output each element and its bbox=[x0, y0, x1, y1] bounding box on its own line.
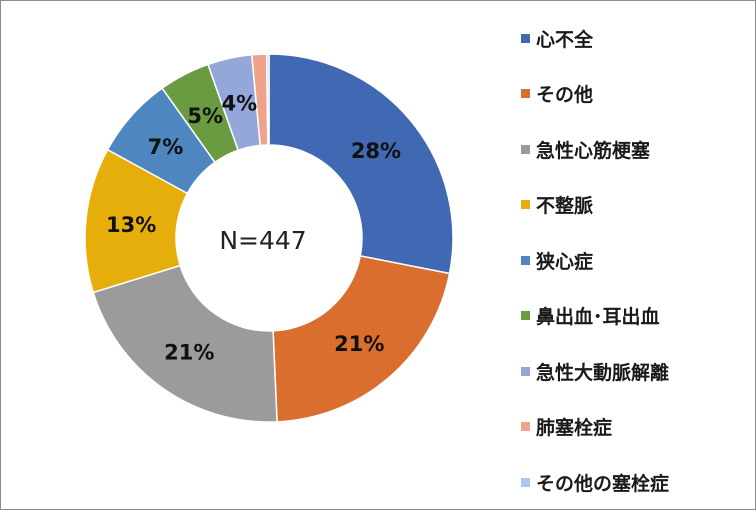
legend-label: 急性大動脈解離 bbox=[536, 361, 670, 384]
legend-label: 鼻出血･耳出血 bbox=[536, 306, 660, 328]
slice-data-label: 21% bbox=[334, 332, 384, 356]
legend-item: 心不全 bbox=[521, 25, 593, 51]
legend-label: その他 bbox=[536, 84, 594, 106]
legend-item: 急性心筋梗塞 bbox=[521, 136, 650, 162]
slice-data-label: 28% bbox=[351, 139, 401, 163]
legend-item: 不整脈 bbox=[521, 192, 593, 218]
legend-label: 心不全 bbox=[536, 28, 594, 51]
donut-slice bbox=[265, 53, 270, 146]
legend-swatch bbox=[521, 89, 530, 98]
legend-item: その他 bbox=[521, 81, 593, 107]
center-label: N=447 bbox=[219, 226, 306, 255]
legend-label: 狭心症 bbox=[536, 250, 594, 273]
legend-swatch bbox=[521, 255, 530, 265]
legend-swatch bbox=[521, 422, 530, 431]
slice-data-label: 4% bbox=[222, 92, 258, 116]
legend-label: 急性心筋梗塞 bbox=[536, 139, 651, 162]
slice-data-label: 13% bbox=[106, 213, 156, 237]
slice-data-label: 21% bbox=[164, 340, 214, 364]
legend-item: その他の塞栓症 bbox=[521, 469, 669, 495]
slice-data-label: 5% bbox=[187, 104, 223, 128]
legend-item: 急性大動脈解離 bbox=[521, 358, 669, 384]
legend-swatch bbox=[521, 33, 530, 43]
legend-label: 肺塞栓症 bbox=[536, 417, 613, 439]
donut-slice bbox=[272, 255, 451, 423]
donut-slice bbox=[92, 264, 278, 423]
legend-swatch bbox=[521, 311, 530, 320]
legend-swatch bbox=[521, 477, 530, 487]
legend-item: 肺塞栓症 bbox=[521, 414, 612, 440]
legend-swatch bbox=[521, 144, 530, 154]
donut-slice bbox=[268, 53, 454, 275]
legend-swatch bbox=[521, 200, 530, 209]
legend-item: 狭心症 bbox=[521, 247, 593, 273]
legend-label: その他の塞栓症 bbox=[536, 472, 670, 495]
legend-label: 不整脈 bbox=[536, 195, 594, 217]
legend-swatch bbox=[521, 366, 530, 376]
legend-item: 鼻出血･耳出血 bbox=[521, 303, 660, 329]
slice-data-label: 7% bbox=[148, 135, 184, 159]
